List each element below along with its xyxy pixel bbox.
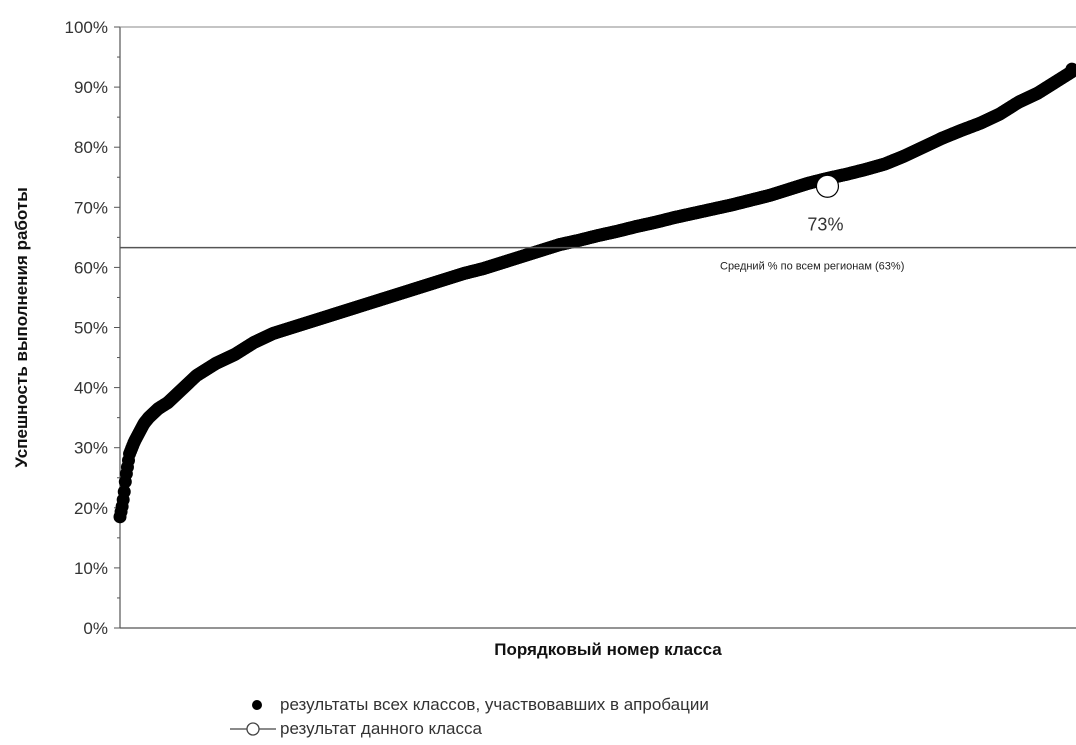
y-tick-label: 60%: [74, 258, 108, 277]
legend-label-all-classes: результаты всех классов, участвовавших в…: [280, 695, 709, 714]
highlight-label: 73%: [807, 214, 843, 234]
filled-circle-icon: [252, 700, 262, 710]
legend-item-all-classes: результаты всех классов, участвовавших в…: [230, 693, 709, 717]
data-point: [117, 485, 131, 499]
legend: результаты всех классов, участвовавших в…: [230, 693, 709, 741]
data-point: [1065, 62, 1076, 76]
y-tick-label: 40%: [74, 379, 108, 398]
data-points: [113, 62, 1076, 524]
y-axis-label: Успешность выполнения работы: [12, 187, 31, 467]
average-line-label: Средний % по всем регионам (63%): [720, 261, 904, 273]
x-axis-label: Порядковый номер класса: [494, 640, 722, 659]
y-tick-label: 30%: [74, 439, 108, 458]
chart: 0% 10% 20% 30% 40% 50% 60% 70% 80% 90% 100% Средни…: [12, 18, 1076, 659]
line-open-circle-icon: [230, 722, 276, 736]
y-tick-label: 90%: [74, 78, 108, 97]
y-tick-label: 0%: [83, 619, 108, 638]
y-tick-label: 80%: [74, 138, 108, 157]
y-axis: 0% 10% 20% 30% 40% 50% 60% 70% 80% 90% 100%: [65, 18, 121, 638]
legend-label-this-class: результат данного класса: [280, 719, 482, 738]
y-tick-label: 70%: [74, 198, 108, 217]
highlight-point: [815, 174, 840, 198]
y-tick-label: 100%: [65, 18, 108, 37]
y-tick-label: 50%: [74, 319, 108, 338]
legend-item-this-class: результат данного класса: [230, 717, 709, 741]
highlight-label-bg: [799, 204, 856, 239]
y-tick-label: 10%: [74, 559, 108, 578]
y-tick-label: 20%: [74, 499, 108, 518]
